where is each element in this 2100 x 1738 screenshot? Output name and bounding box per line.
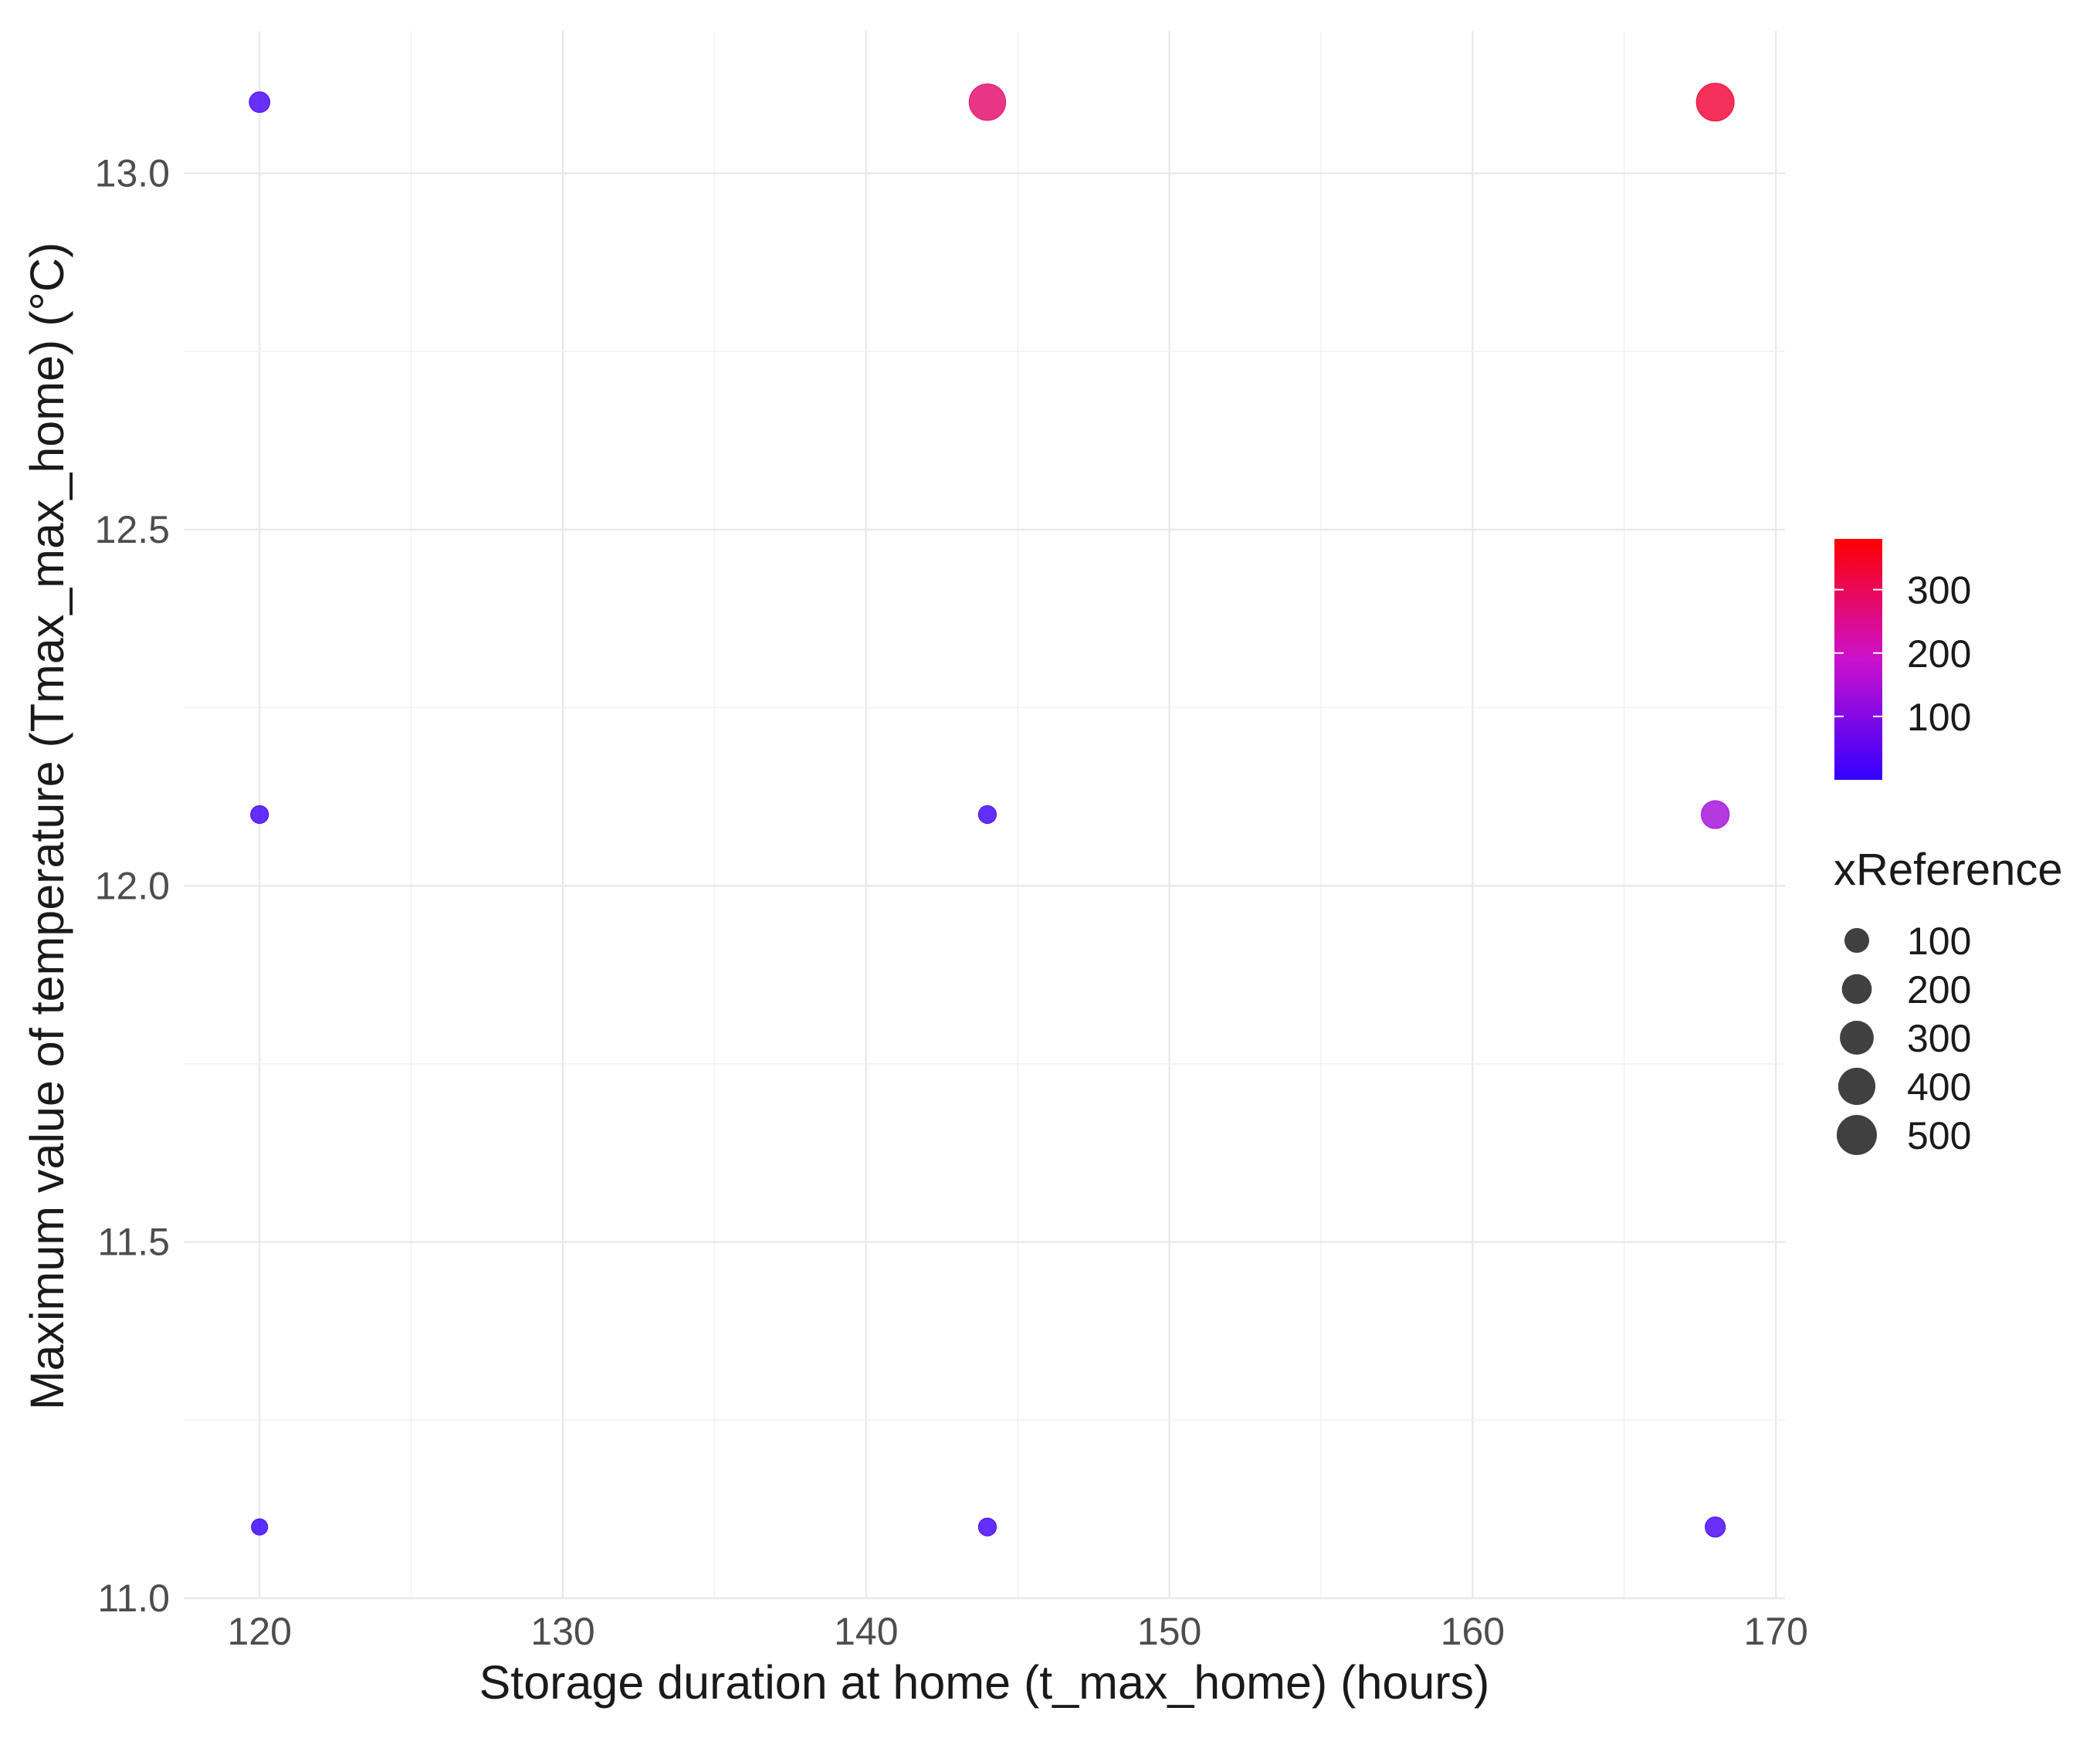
size-legend-label: 100 — [1907, 920, 1971, 963]
data-points — [249, 83, 1735, 1538]
data-point — [251, 1518, 269, 1536]
y-tick-label: 11.0 — [97, 1577, 170, 1620]
color-legend-label: 300 — [1907, 569, 1971, 612]
size-legend-symbol — [1838, 1067, 1876, 1106]
data-point — [1705, 1516, 1726, 1538]
data-point — [977, 1517, 998, 1536]
x-tick-label: 160 — [1441, 1610, 1505, 1653]
y-tick-label: 12.0 — [95, 864, 170, 907]
x-tick-label: 130 — [530, 1610, 594, 1653]
grid-lines — [184, 31, 1785, 1600]
y-tick-label: 13.0 — [95, 152, 170, 195]
y-tick-label: 11.5 — [97, 1221, 170, 1264]
data-point — [249, 91, 271, 113]
axis-tick-labels: 120 130 140 150 160 170 11.0 11.5 12.0 12.5 13.0 — [95, 152, 1808, 1653]
size-legend-title: xReference — [1834, 845, 2063, 895]
data-point — [968, 83, 1007, 121]
x-tick-label: 140 — [834, 1610, 898, 1653]
size-legend-label: 500 — [1907, 1114, 1971, 1157]
y-tick-label: 12.5 — [95, 508, 170, 551]
size-legend-label: 400 — [1907, 1065, 1971, 1109]
x-axis-title: Storage duration at home (t_max_home) (h… — [479, 1656, 1490, 1709]
data-point — [250, 805, 269, 825]
x-tick-label: 120 — [227, 1610, 291, 1653]
size-legend-symbol — [1841, 974, 1872, 1005]
y-axis-title: Maximum value of temperature (Tmax_max_h… — [21, 242, 73, 1411]
size-legend-label: 200 — [1907, 968, 1971, 1011]
x-tick-label: 170 — [1743, 1610, 1807, 1653]
color-legend: 100 200 300 — [1834, 539, 1971, 780]
color-legend-bar — [1834, 539, 1882, 780]
color-legend-label: 200 — [1907, 632, 1971, 676]
size-legend-label: 300 — [1907, 1017, 1971, 1060]
size-legend-symbol — [1837, 1115, 1877, 1155]
data-point — [1695, 83, 1735, 122]
data-point — [1700, 800, 1730, 829]
size-legend: xReference 100 200 300 400 500 — [1834, 845, 2063, 1157]
color-legend-label: 100 — [1907, 696, 1971, 739]
x-tick-label: 150 — [1137, 1610, 1201, 1653]
data-point — [977, 805, 998, 825]
size-legend-symbol — [1844, 927, 1870, 954]
size-legend-symbol — [1840, 1021, 1874, 1055]
